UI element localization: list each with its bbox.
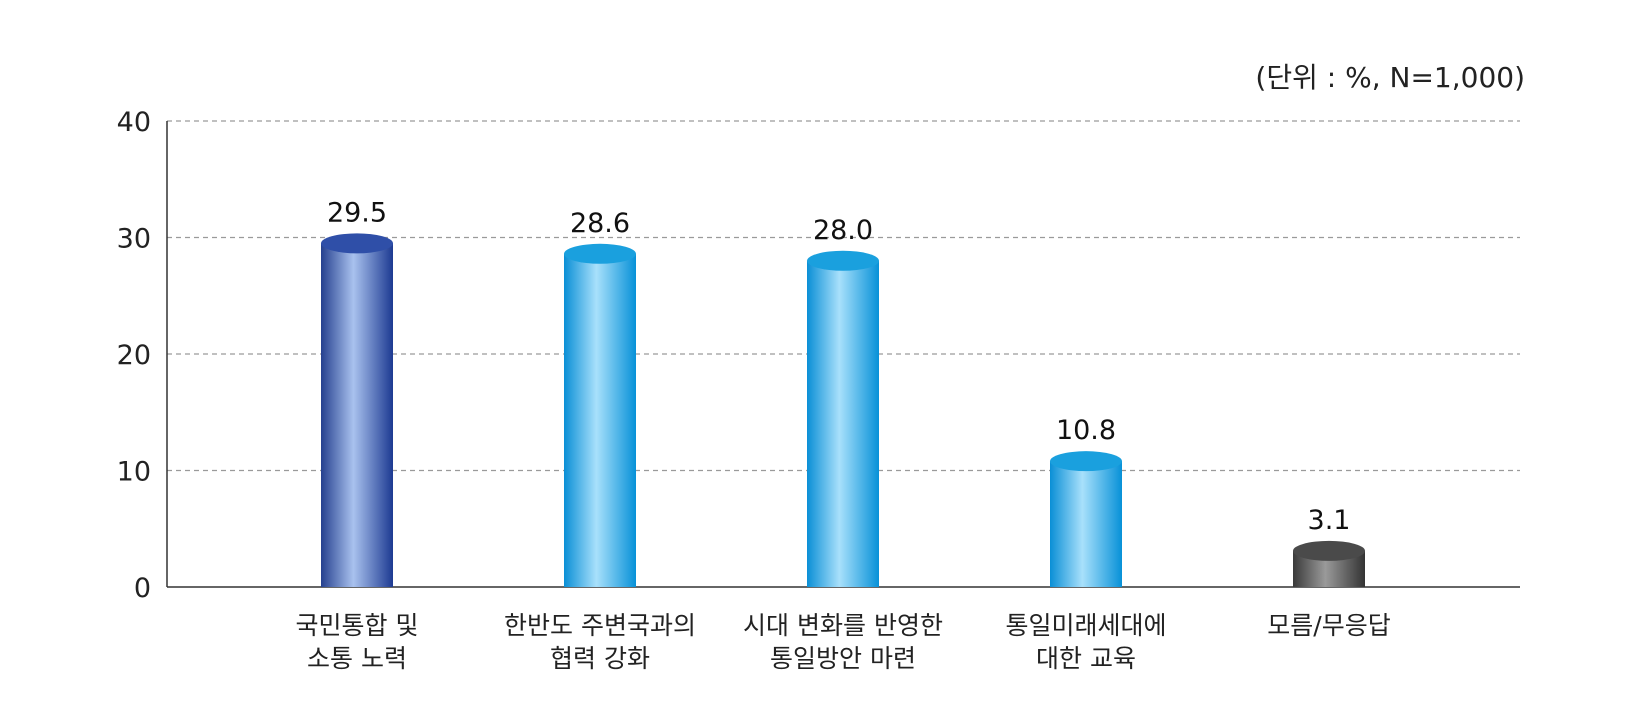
category-label: 모름/무응답 bbox=[1267, 611, 1390, 640]
bar-cap bbox=[1293, 540, 1365, 561]
bar bbox=[321, 233, 393, 587]
y-axis: 0 10 20 30 40 bbox=[117, 107, 1520, 604]
value-label: 28.6 bbox=[570, 208, 630, 239]
bar bbox=[564, 243, 636, 587]
y-tick-label: 20 bbox=[117, 340, 151, 371]
category-label-line: 모름/무응답 bbox=[1267, 611, 1390, 640]
y-tick-label: 40 bbox=[117, 107, 151, 138]
value-label: 10.8 bbox=[1056, 415, 1116, 446]
value-label: 3.1 bbox=[1308, 505, 1351, 536]
bar-cap bbox=[1050, 451, 1122, 472]
bar-body bbox=[807, 260, 879, 587]
category-label-line: 통일방안 마련 bbox=[770, 644, 916, 673]
y-tick-label: 30 bbox=[117, 224, 151, 255]
y-tick-label: 0 bbox=[134, 573, 151, 604]
category-label-line: 대한 교육 bbox=[1036, 644, 1136, 673]
value-label: 28.0 bbox=[813, 215, 873, 246]
bar-cap bbox=[564, 243, 636, 264]
value-labels: 29.5 28.6 28.0 10.8 3.1 bbox=[327, 197, 1351, 536]
category-label-line: 시대 변화를 반영한 bbox=[743, 611, 943, 640]
bar-cap bbox=[807, 250, 879, 271]
bar bbox=[1293, 540, 1365, 587]
bar-body bbox=[321, 243, 393, 587]
category-label-line: 한반도 주변국과의 bbox=[504, 611, 696, 640]
bars bbox=[321, 233, 1365, 587]
value-label: 29.5 bbox=[327, 197, 387, 228]
bar-cap bbox=[321, 233, 393, 254]
bar-body bbox=[564, 253, 636, 587]
bar bbox=[807, 250, 879, 587]
bar bbox=[1050, 451, 1122, 587]
unit-note: (단위 : %, N=1,000) bbox=[1255, 61, 1525, 94]
category-label-line: 소통 노력 bbox=[307, 644, 407, 673]
category-label-line: 통일미래세대에 bbox=[1005, 611, 1166, 640]
category-label-line: 협력 강화 bbox=[550, 644, 650, 673]
category-label-line: 국민통합 및 bbox=[296, 611, 419, 640]
y-tick-label: 10 bbox=[117, 457, 151, 488]
bar-body bbox=[1050, 461, 1122, 587]
